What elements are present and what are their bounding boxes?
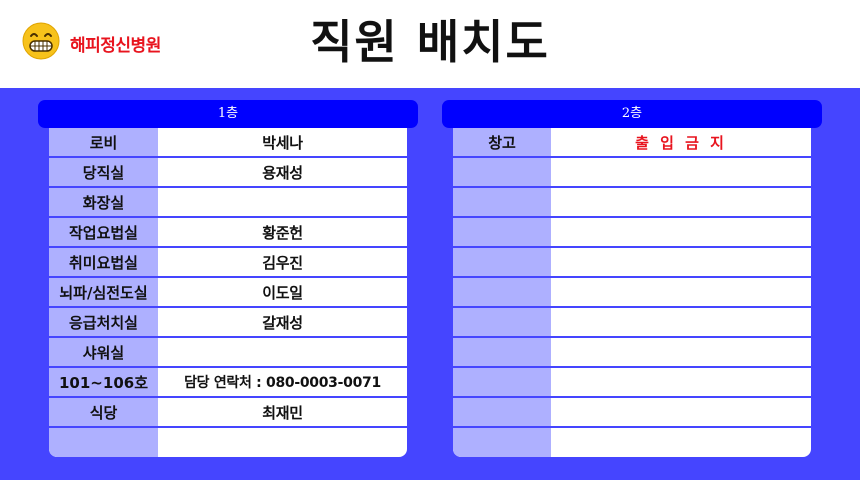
header: 해피정신병원 직원 배치도 <box>0 0 860 88</box>
room-label: 취미요법실 <box>49 248 158 276</box>
grinning-face-icon <box>22 22 60 60</box>
table-row: 식당 최재민 <box>49 398 407 428</box>
room-label <box>453 338 551 366</box>
table-row: 화장실 <box>49 188 407 218</box>
room-label <box>453 188 551 216</box>
staff-value: 출 입 금 지 <box>635 133 727 152</box>
room-label <box>49 428 158 457</box>
table-row: 뇌파/심전도실 이도일 <box>49 278 407 308</box>
staff-value <box>551 428 811 457</box>
table-row <box>453 248 811 278</box>
room-label: 작업요법실 <box>49 218 158 246</box>
table-row <box>453 278 811 308</box>
staff-value <box>551 188 811 216</box>
floor-1-title: 1층 <box>38 100 418 128</box>
room-label <box>453 428 551 457</box>
table-row <box>49 428 407 457</box>
staff-value: 갈재성 <box>262 313 303 332</box>
room-label <box>453 368 551 396</box>
room-label: 뇌파/심전도실 <box>49 278 158 306</box>
staff-value <box>551 308 811 336</box>
table-row <box>453 158 811 188</box>
staff-value: 이도일 <box>262 283 303 302</box>
table-row: 작업요법실 황준헌 <box>49 218 407 248</box>
table-row: 샤워실 <box>49 338 407 368</box>
room-label <box>453 158 551 186</box>
room-label: 응급처치실 <box>49 308 158 336</box>
staff-value <box>551 158 811 186</box>
staff-value: 박세나 <box>262 133 303 152</box>
room-label: 식당 <box>49 398 158 426</box>
floor-2-title: 2층 <box>442 100 822 128</box>
table-row <box>453 428 811 457</box>
room-label: 샤워실 <box>49 338 158 366</box>
table-row: 응급처치실 갈재성 <box>49 308 407 338</box>
hospital-name: 해피정신병원 <box>70 36 161 56</box>
staff-value: 담당 연락처 : 080-0003-0071 <box>184 375 381 391</box>
staff-value <box>551 368 811 396</box>
staff-value <box>551 338 811 366</box>
room-label: 창고 <box>453 128 551 156</box>
room-label <box>453 248 551 276</box>
staff-value <box>158 428 407 457</box>
floor-2-table: 창고 출 입 금 지 <box>453 128 811 457</box>
staff-value: 최재민 <box>262 403 303 422</box>
room-label <box>453 218 551 246</box>
page-title: 직원 배치도 <box>310 15 550 69</box>
table-row: 로비 박세나 <box>49 128 407 158</box>
staff-value <box>158 188 407 216</box>
staff-value <box>551 248 811 276</box>
table-row <box>453 368 811 398</box>
table-row: 당직실 용재성 <box>49 158 407 188</box>
room-label: 당직실 <box>49 158 158 186</box>
staff-value: 황준헌 <box>262 223 303 242</box>
table-row <box>453 188 811 218</box>
room-label: 로비 <box>49 128 158 156</box>
staff-value <box>551 398 811 426</box>
staff-value: 김우진 <box>262 253 303 272</box>
room-label: 화장실 <box>49 188 158 216</box>
table-row <box>453 398 811 428</box>
staff-value: 용재성 <box>262 163 303 182</box>
room-label: 101~106호 <box>49 368 158 396</box>
floor-2-panel: 2층 창고 출 입 금 지 <box>442 100 822 457</box>
room-label <box>453 308 551 336</box>
table-row <box>453 308 811 338</box>
table-row <box>453 338 811 368</box>
table-row <box>453 218 811 248</box>
room-label <box>453 278 551 306</box>
table-row: 취미요법실 김우진 <box>49 248 407 278</box>
table-row: 창고 출 입 금 지 <box>453 128 811 158</box>
staff-value <box>551 218 811 246</box>
table-row: 101~106호 담당 연락처 : 080-0003-0071 <box>49 368 407 398</box>
staff-value <box>551 278 811 306</box>
room-label <box>453 398 551 426</box>
staff-value <box>158 338 407 366</box>
